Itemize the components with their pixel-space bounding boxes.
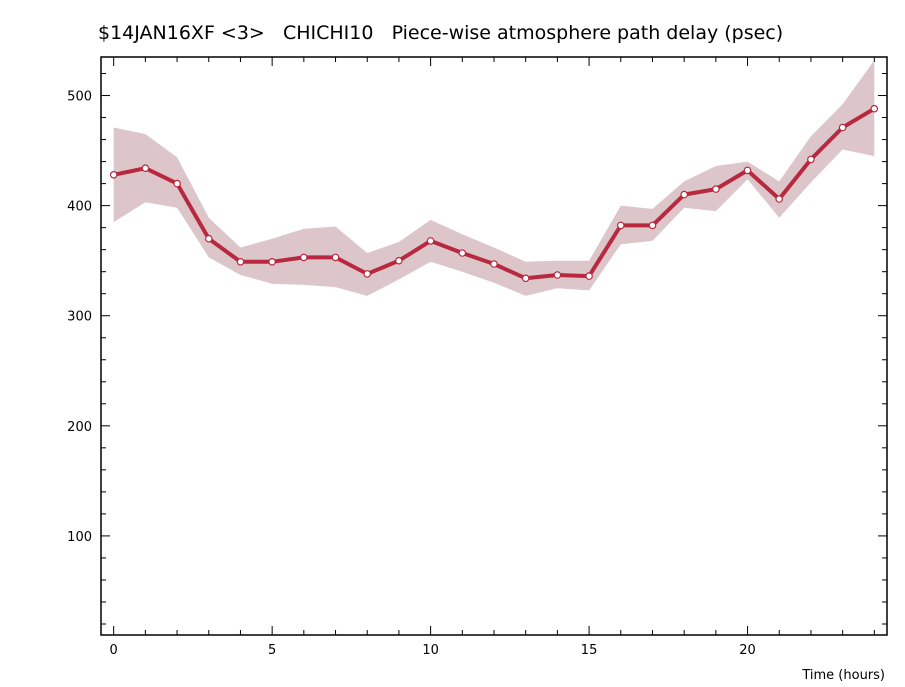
data-point [775, 195, 784, 203]
data-point [490, 260, 498, 268]
data-point [680, 190, 689, 199]
y-tick-label: 400 [67, 200, 92, 215]
data-point [205, 234, 213, 243]
data-point [173, 179, 181, 188]
x-tick-label: 10 [422, 643, 439, 658]
plot-frame [100, 56, 888, 636]
data-point [331, 253, 340, 262]
x-tick-label: 0 [110, 643, 118, 658]
y-tick-label: 200 [67, 420, 92, 435]
data-point [743, 166, 752, 175]
data-point [395, 256, 403, 265]
data-point [712, 185, 720, 193]
data-point [553, 271, 562, 279]
data-point [236, 257, 245, 266]
data-point [299, 253, 308, 262]
data-point [807, 155, 815, 164]
data-point [838, 123, 847, 132]
y-tick-label: 500 [67, 90, 92, 105]
series-points-layer [109, 104, 879, 283]
axis-ticks: 0 5 10 15 20 100 200 300 400 500 [67, 57, 887, 658]
y-tick-label: 100 [67, 530, 92, 545]
x-tick-label: 15 [581, 643, 598, 658]
data-point [458, 249, 467, 257]
x-tick-label: 20 [739, 643, 756, 658]
data-point [585, 272, 593, 280]
data-point [870, 104, 879, 113]
y-tick-label: 300 [67, 310, 92, 325]
error-band [113, 60, 875, 296]
data-point [268, 257, 276, 266]
data-point [616, 221, 625, 230]
data-point [109, 171, 118, 179]
chart-title: $14JAN16XF <3> CHICHI10 Piece-wise atmos… [98, 22, 783, 44]
data-point [521, 274, 530, 283]
data-point [648, 221, 657, 230]
data-point [363, 270, 372, 278]
x-tick-label: 5 [268, 643, 276, 658]
data-point [141, 164, 150, 173]
data-point [426, 237, 435, 245]
x-axis-label: Time (hours) [801, 668, 885, 683]
error-band-layer [113, 60, 875, 296]
